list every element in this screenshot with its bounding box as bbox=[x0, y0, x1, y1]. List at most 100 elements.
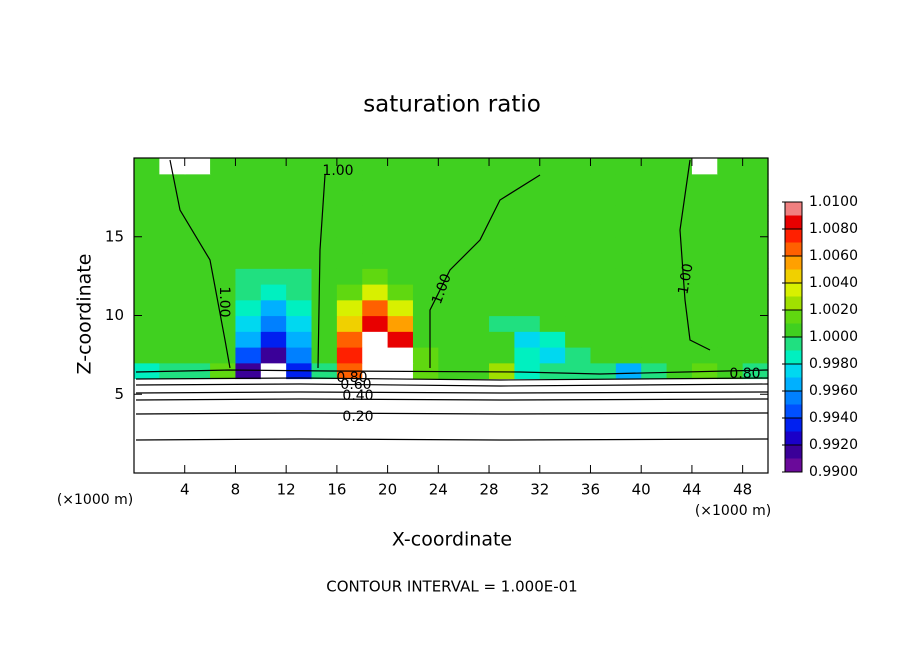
cell bbox=[412, 158, 439, 175]
x-tick-label: 24 bbox=[429, 481, 448, 499]
cell bbox=[134, 410, 160, 427]
cell bbox=[641, 189, 668, 206]
cell bbox=[362, 205, 389, 222]
cell bbox=[742, 394, 769, 411]
cell bbox=[260, 221, 287, 238]
cell bbox=[210, 315, 237, 332]
cell bbox=[717, 457, 744, 474]
cell bbox=[412, 425, 439, 443]
cell bbox=[463, 331, 490, 348]
cell bbox=[336, 331, 363, 348]
cell bbox=[615, 205, 642, 222]
cell bbox=[691, 173, 718, 191]
cell bbox=[159, 221, 186, 238]
cell bbox=[666, 299, 693, 317]
cell bbox=[615, 457, 642, 474]
cell bbox=[159, 315, 186, 332]
cell bbox=[514, 299, 541, 317]
colorbar-label: 1.0000 bbox=[809, 329, 858, 345]
x-unit: (×1000 m) bbox=[695, 503, 771, 519]
cell bbox=[235, 284, 262, 301]
cell bbox=[184, 252, 211, 269]
cell bbox=[387, 331, 414, 348]
cell bbox=[210, 189, 237, 206]
cell bbox=[717, 173, 744, 191]
cell bbox=[336, 299, 363, 317]
cell bbox=[260, 457, 287, 474]
cell bbox=[742, 315, 769, 332]
cell bbox=[691, 378, 718, 395]
cell bbox=[412, 394, 439, 411]
cell bbox=[134, 362, 160, 380]
x-tick-label: 12 bbox=[277, 481, 296, 499]
cell bbox=[717, 441, 744, 458]
cell bbox=[666, 331, 693, 348]
cell bbox=[362, 441, 389, 458]
cell bbox=[235, 315, 262, 332]
cell bbox=[666, 347, 693, 364]
cell bbox=[539, 362, 566, 380]
contour-label: 1.00 bbox=[216, 286, 232, 317]
cell bbox=[489, 252, 515, 269]
cell bbox=[539, 284, 566, 301]
cell bbox=[210, 410, 237, 427]
x-tick-label: 20 bbox=[378, 481, 397, 499]
cell bbox=[412, 284, 439, 301]
cell bbox=[489, 394, 515, 411]
cell bbox=[260, 425, 287, 443]
cell bbox=[210, 299, 237, 317]
cell bbox=[336, 394, 363, 411]
contour-line bbox=[169, 159, 231, 369]
cell bbox=[362, 378, 389, 395]
cell bbox=[260, 331, 287, 348]
cell bbox=[184, 221, 211, 238]
cell bbox=[590, 410, 617, 427]
cell bbox=[514, 362, 541, 380]
colorbar-label: 1.0040 bbox=[809, 275, 858, 291]
cell bbox=[742, 299, 769, 317]
cell bbox=[539, 331, 566, 348]
x-tick-label: 48 bbox=[733, 481, 752, 499]
cell bbox=[438, 331, 465, 348]
cell bbox=[641, 284, 668, 301]
cell bbox=[336, 189, 363, 206]
cell bbox=[539, 394, 566, 411]
cell bbox=[489, 441, 515, 458]
cell bbox=[159, 347, 186, 364]
cell bbox=[336, 205, 363, 222]
cell bbox=[489, 299, 515, 317]
cell bbox=[641, 221, 668, 238]
x-tick-label: 44 bbox=[682, 481, 701, 499]
cell bbox=[641, 205, 668, 222]
cell bbox=[134, 284, 160, 301]
cell bbox=[184, 315, 211, 332]
cell bbox=[184, 347, 211, 364]
cell bbox=[590, 173, 617, 191]
cell bbox=[691, 205, 718, 222]
cell bbox=[336, 315, 363, 332]
cell bbox=[134, 158, 160, 175]
contour-label: 1.00 bbox=[322, 163, 353, 179]
cell bbox=[565, 221, 592, 238]
cell bbox=[666, 205, 693, 222]
cell bbox=[565, 362, 592, 380]
cell bbox=[412, 457, 439, 474]
cell bbox=[590, 221, 617, 238]
cell bbox=[539, 236, 566, 254]
cell bbox=[235, 347, 262, 364]
cell bbox=[565, 315, 592, 332]
cell bbox=[742, 441, 769, 458]
colorbar-swatch bbox=[785, 269, 802, 283]
cell bbox=[412, 441, 439, 458]
cell bbox=[438, 315, 465, 332]
cell bbox=[260, 378, 287, 395]
contour-line bbox=[135, 377, 769, 381]
cell bbox=[691, 394, 718, 411]
cell bbox=[286, 236, 313, 254]
cell bbox=[539, 173, 566, 191]
cell bbox=[134, 268, 160, 285]
cell bbox=[134, 315, 160, 332]
cell bbox=[565, 394, 592, 411]
cell bbox=[362, 252, 389, 269]
cell bbox=[184, 189, 211, 206]
